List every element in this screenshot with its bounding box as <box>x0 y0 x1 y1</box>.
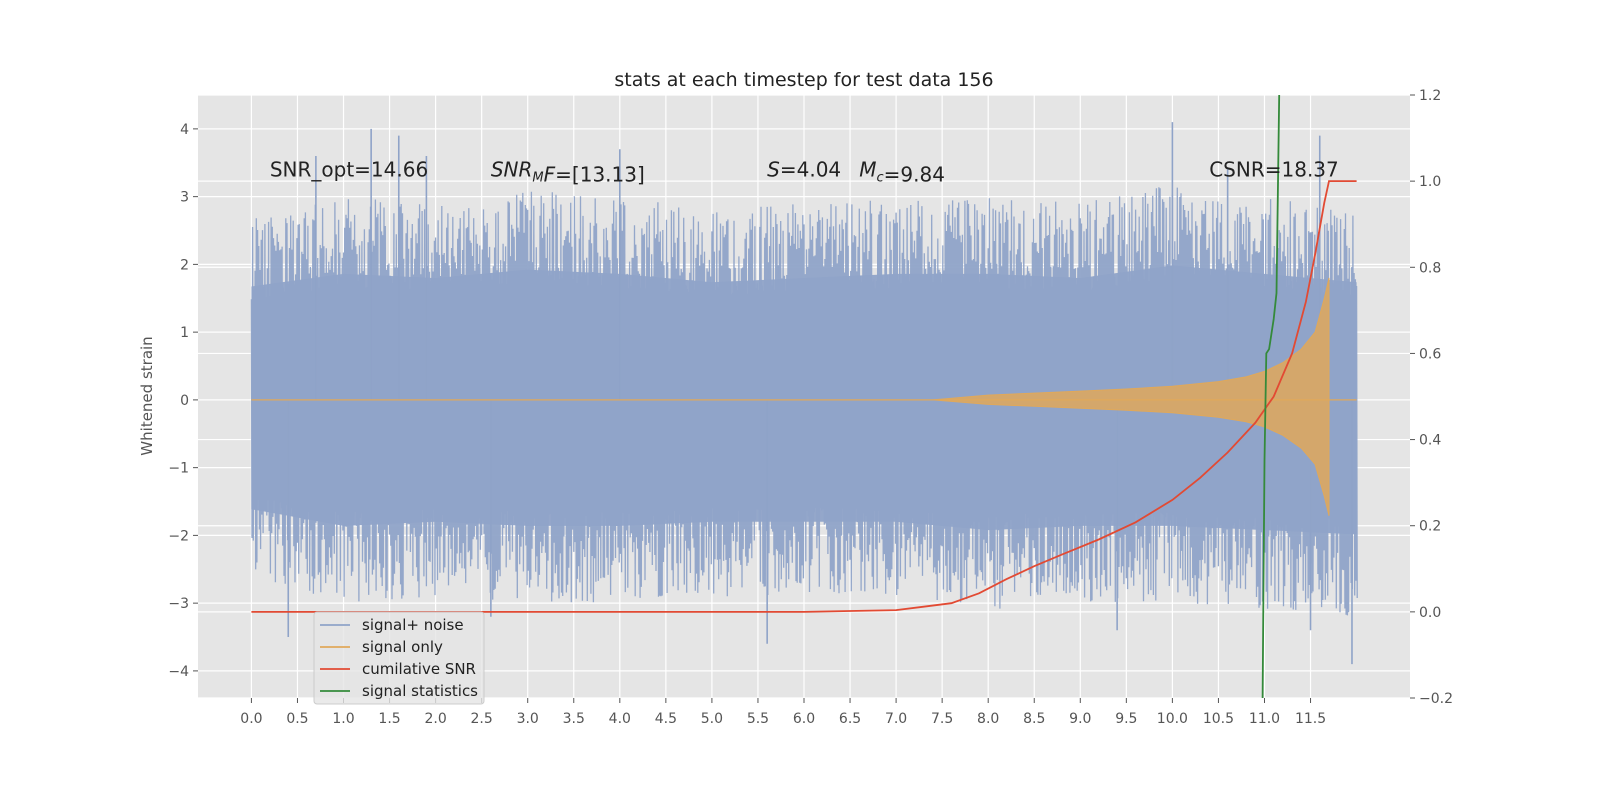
x-tick-label: 11.0 <box>1249 711 1280 727</box>
y-tick-label: 3 <box>180 190 189 206</box>
x-tick-label: 5.5 <box>747 711 769 727</box>
legend: signal+ noise signal only cumilative SNR si… <box>313 611 485 705</box>
y-axis-right: 1.2 1.0 0.8 0.6 0.4 0.2 0.0 −0.2 <box>1410 88 1453 707</box>
x-tick-label: 4.0 <box>609 711 631 727</box>
x-axis: 0.0 0.5 1.0 1.5 2.0 2.5 3.0 3.5 4.0 4.5 5.0 5.5 6.0 6… <box>240 698 1326 727</box>
x-tick-label: 7.0 <box>885 711 907 727</box>
legend-box <box>313 611 485 705</box>
annotation-text: SNRMF=[13.13] <box>491 157 645 186</box>
y-axis-left: 4 3 2 1 0 −1 −2 −3 −4 <box>168 122 198 680</box>
signal-only-chirp <box>932 277 1330 516</box>
x-tick-label: 9.5 <box>1115 711 1137 727</box>
y2-tick-label: 0.8 <box>1419 260 1441 276</box>
annotations: SNR_opt=14.66 SNRMF=[13.13] S=4.04 Mc=9.84 C… <box>270 157 1339 186</box>
x-tick-label: 8.5 <box>1023 711 1045 727</box>
chart-title: stats at each timestep for test data 156 <box>614 69 993 91</box>
x-tick-label: 2.5 <box>471 711 493 727</box>
y2-tick-label: 0.2 <box>1419 519 1441 535</box>
x-tick-label: 0.5 <box>286 711 308 727</box>
x-tick-label: 3.5 <box>563 711 585 727</box>
y-tick-label: −4 <box>168 664 189 680</box>
y2-tick-label: 0.6 <box>1419 346 1441 362</box>
x-tick-label: 7.5 <box>931 711 953 727</box>
x-tick-label: 2.0 <box>424 711 446 727</box>
y2-tick-label: 0.0 <box>1419 605 1441 621</box>
y2-tick-label: −0.2 <box>1419 691 1453 707</box>
annotation-text: Mc=9.84 <box>859 157 945 186</box>
x-tick-label: 4.5 <box>655 711 677 727</box>
annotation-text: S=4.04 <box>767 157 841 181</box>
y-tick-label: 4 <box>180 122 189 138</box>
x-tick-label: 5.0 <box>701 711 723 727</box>
x-tick-label: 6.5 <box>839 711 861 727</box>
x-tick-label: 3.0 <box>517 711 539 727</box>
legend-label: cumilative SNR <box>362 660 476 678</box>
x-tick-label: 6.0 <box>793 711 815 727</box>
y2-tick-label: 1.2 <box>1419 88 1441 104</box>
series-layer <box>250 94 1358 699</box>
cumulative-snr-line <box>251 180 1357 613</box>
annotation-text: CSNR=18.37 <box>1209 157 1339 181</box>
legend-label: signal only <box>362 638 443 656</box>
x-tick-label: 10.5 <box>1203 711 1234 727</box>
y-tick-label: 0 <box>180 393 189 409</box>
y-tick-label: −3 <box>168 596 189 612</box>
y-tick-label: 2 <box>180 257 189 273</box>
x-tick-label: 11.5 <box>1295 711 1326 727</box>
y-axis-label: Whitened strain <box>138 336 156 455</box>
x-tick-label: 10.0 <box>1157 711 1188 727</box>
y2-tick-label: 1.0 <box>1419 174 1441 190</box>
x-tick-label: 0.0 <box>240 711 262 727</box>
x-tick-label: 1.5 <box>378 711 400 727</box>
y2-tick-label: 0.4 <box>1419 433 1441 449</box>
signal-statistics-line <box>1261 94 1281 699</box>
x-tick-label: 9.0 <box>1069 711 1091 727</box>
legend-label: signal statistics <box>362 682 478 700</box>
y-tick-label: 1 <box>180 325 189 341</box>
y-tick-label: −1 <box>168 461 189 477</box>
annotation-text: SNR_opt=14.66 <box>270 157 428 181</box>
legend-label: signal+ noise <box>362 616 464 634</box>
x-tick-label: 8.0 <box>977 711 999 727</box>
y-tick-label: −2 <box>168 528 189 544</box>
x-tick-label: 1.0 <box>332 711 354 727</box>
